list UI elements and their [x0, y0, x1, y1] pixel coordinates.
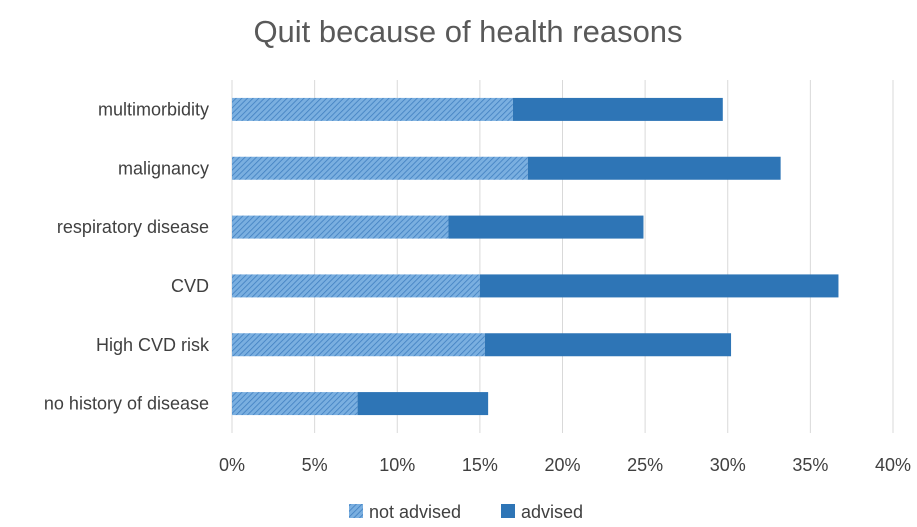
bar-advised — [479, 274, 839, 298]
bar-not-advised — [232, 274, 480, 298]
x-tick-label: 15% — [462, 455, 498, 475]
legend-label-advised: advised — [521, 502, 583, 522]
x-tick-label: 30% — [710, 455, 746, 475]
bar-advised — [357, 392, 489, 416]
legend-label-not-advised: not advised — [369, 502, 461, 522]
category-labels: multimorbidity malignancy respiratory dise… — [44, 99, 210, 413]
bar-not-advised — [232, 215, 449, 239]
category-label: multimorbidity — [98, 99, 209, 119]
bar-advised — [527, 156, 781, 180]
bars — [232, 97, 839, 416]
legend-swatch-not-advised — [349, 504, 363, 518]
category-label: respiratory disease — [57, 217, 209, 237]
category-label: High CVD risk — [96, 335, 210, 355]
bar-not-advised — [232, 392, 358, 416]
chart-title: Quit because of health reasons — [253, 14, 682, 49]
x-tick-label: 40% — [875, 455, 911, 475]
x-tick-label: 10% — [379, 455, 415, 475]
bar-advised — [512, 97, 723, 121]
category-label: malignancy — [118, 158, 209, 178]
bar-not-advised — [232, 97, 513, 121]
category-label: CVD — [171, 276, 209, 296]
legend-swatch-advised — [501, 504, 515, 518]
x-tick-label: 5% — [302, 455, 328, 475]
x-tick-label: 20% — [544, 455, 580, 475]
category-label: no history of disease — [44, 394, 209, 414]
bar-not-advised — [232, 333, 485, 357]
bar-advised — [484, 333, 732, 357]
legend: not advised advised — [349, 502, 583, 522]
bar-advised — [448, 215, 644, 239]
x-tick-label: 25% — [627, 455, 663, 475]
x-axis-tick-labels: 0% 5% 10% 15% 20% 25% 30% 35% 40% — [219, 455, 911, 475]
x-tick-label: 35% — [792, 455, 828, 475]
bar-not-advised — [232, 156, 528, 180]
x-tick-label: 0% — [219, 455, 245, 475]
gridlines — [231, 80, 894, 433]
